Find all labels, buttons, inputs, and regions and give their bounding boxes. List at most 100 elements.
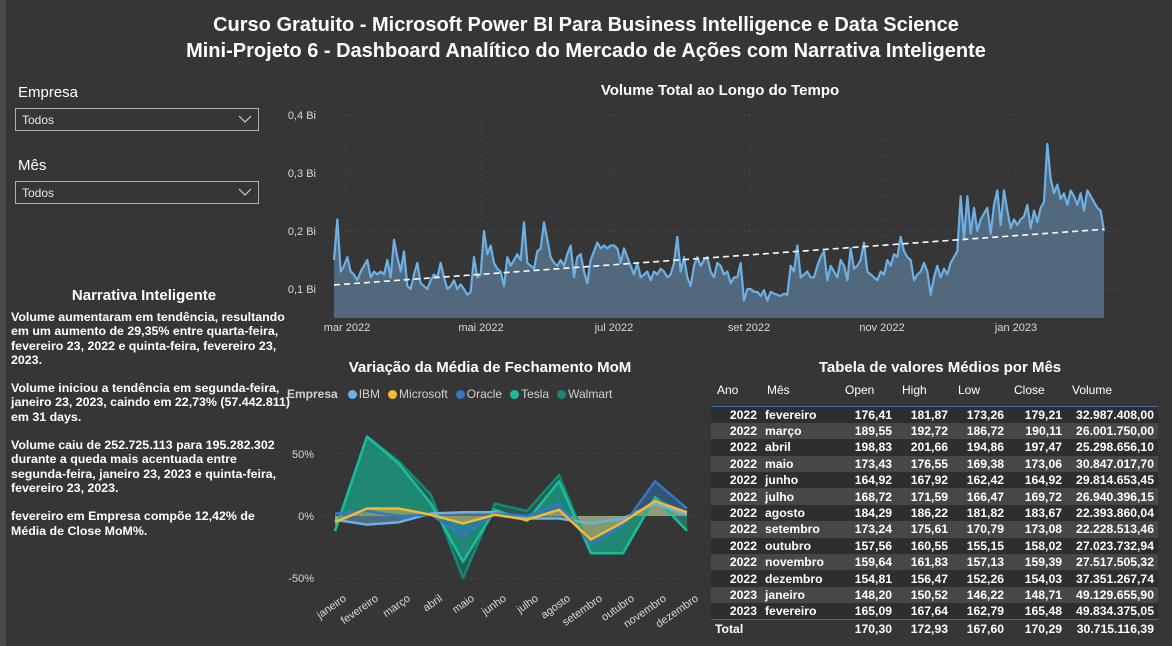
mes-filter-dropdown[interactable]: Todos <box>15 181 259 204</box>
x-tick-label: set 2022 <box>728 322 770 334</box>
table-cell-ano: 2022 <box>711 439 761 456</box>
table-cell-high: 181,87 <box>896 406 952 423</box>
table-cell-low: 169,38 <box>952 455 1008 473</box>
volume-line <box>332 142 1106 302</box>
table-cell-high: 161,83 <box>896 554 952 571</box>
column-header-close[interactable]: Close <box>1008 379 1066 407</box>
table-row[interactable]: 2022 junho 164,92 167,92 162,42 164,92 29.814.… <box>711 472 1158 489</box>
table-cell-volume: 22.393.860,04 <box>1066 504 1158 522</box>
table-cell-close: 179,21 <box>1008 406 1066 423</box>
table-cell-mes: março <box>761 422 839 440</box>
narrative-paragraph: fevereiro em Empresa compõe 12,42% de Mé… <box>11 509 255 538</box>
table-row[interactable]: 2022 novembro 159,64 161,83 157,13 159,39 27.5… <box>711 554 1158 571</box>
table-row[interactable]: 2022 fevereiro 176,41 181,87 173,26 179,21 32.… <box>711 406 1158 423</box>
legend-item-microsoft[interactable]: Microsoft <box>388 387 448 401</box>
legend-item-oracle[interactable]: Oracle <box>455 387 502 401</box>
table-cell-close: 154,03 <box>1008 570 1066 587</box>
table-row[interactable]: 2022 outubro 157,56 160,55 155,15 158,02 27.02… <box>711 537 1158 555</box>
table-cell-ano: 2022 <box>711 422 761 440</box>
table-cell-close: 169,72 <box>1008 488 1066 505</box>
column-header-low[interactable]: Low <box>952 379 1008 407</box>
y-tick-label: 0,1 Bi <box>288 284 316 296</box>
mom-legend: Empresa IBM Microsoft Oracle Tesla Walma… <box>287 387 616 401</box>
table-row[interactable]: 2023 fevereiro 165,09 167,64 162,79 165,48 49.… <box>711 603 1158 620</box>
table-cell-close: 148,71 <box>1008 586 1066 604</box>
x-tick-label: julho <box>514 593 541 617</box>
volume-area <box>334 144 1104 318</box>
table-row[interactable]: 2022 maio 173,43 176,55 169,38 173,06 30.847.0… <box>711 455 1158 473</box>
x-tick-label: mai 2022 <box>458 322 503 334</box>
table-cell-low: 155,15 <box>952 537 1008 555</box>
table-cell-low: 152,26 <box>952 570 1008 587</box>
table-cell-high: 167,92 <box>896 472 952 489</box>
empresa-filter-dropdown[interactable]: Todos <box>15 108 259 131</box>
y-tick-label: 0,4 Bi <box>288 110 316 122</box>
column-header-mes[interactable]: Mês <box>761 379 839 407</box>
table-cell-ano: 2022 <box>711 521 761 538</box>
x-tick-label: junho <box>479 593 509 619</box>
table-cell-volume: 49.129.655,90 <box>1066 586 1158 604</box>
y-tick-label: -50% <box>288 573 314 585</box>
y-tick-label: 0,2 Bi <box>288 226 316 238</box>
table-cell-open: 173,43 <box>839 455 896 473</box>
table-cell-ano: 2022 <box>711 472 761 489</box>
table-header-row: Ano Mês Open High Low Close Volume <box>711 379 1158 407</box>
table-cell-high: 171,59 <box>896 488 952 505</box>
table-row[interactable]: 2022 agosto 184,29 186,22 181,82 183,67 22.393… <box>711 504 1158 522</box>
volume-chart[interactable]: 0,1 Bi 0,2 Bi 0,3 Bi 0,4 Bi mar 2022 mai 2022… <box>280 100 1160 340</box>
chevron-down-icon <box>238 188 252 196</box>
table-cell-open: 164,92 <box>839 472 896 489</box>
empresa-filter-label: Empresa <box>18 84 79 101</box>
column-header-volume[interactable]: Volume <box>1066 379 1158 407</box>
table-cell-open: 176,41 <box>839 406 896 423</box>
narrative-paragraph: Volume caiu de 252.725.113 para 195.282.… <box>11 438 277 495</box>
table-cell-high: 201,66 <box>896 439 952 456</box>
table-cell-mes: agosto <box>761 504 839 522</box>
total-cell <box>761 619 839 638</box>
table-cell-open: 184,29 <box>839 504 896 522</box>
trend-line <box>333 228 1105 286</box>
table-cell-low: 166,47 <box>952 488 1008 505</box>
table-cell-volume: 27.023.732,94 <box>1066 537 1158 555</box>
table-cell-high: 160,55 <box>896 537 952 555</box>
table-cell-low: 194,86 <box>952 439 1008 456</box>
table-cell-low: 170,79 <box>952 521 1008 538</box>
table-cell-mes: dezembro <box>761 570 839 587</box>
table-cell-open: 148,20 <box>839 586 896 604</box>
table-cell-volume: 26.001.750,00 <box>1066 422 1158 440</box>
legend-item-tesla[interactable]: Tesla <box>510 387 549 401</box>
column-header-open[interactable]: Open <box>839 379 896 407</box>
table-cell-ano: 2022 <box>711 488 761 505</box>
table-cell-ano: 2023 <box>711 603 761 620</box>
table-cell-low: 186,72 <box>952 422 1008 440</box>
table-cell-ano: 2022 <box>711 537 761 555</box>
column-header-high[interactable]: High <box>896 379 952 407</box>
mes-filter-label: Mês <box>18 157 47 174</box>
total-cell: Total <box>711 619 761 638</box>
table-cell-volume: 27.517.505,32 <box>1066 554 1158 571</box>
legend-dot-icon <box>557 389 567 399</box>
table-cell-ano: 2022 <box>711 455 761 473</box>
legend-item-walmart[interactable]: Walmart <box>557 387 612 401</box>
table-row[interactable]: 2022 julho 168,72 171,59 166,47 169,72 26.940.… <box>711 488 1158 505</box>
table-cell-ano: 2022 <box>711 406 761 423</box>
column-header-ano[interactable]: Ano <box>711 379 761 407</box>
table-cell-open: 198,83 <box>839 439 896 456</box>
table-row[interactable]: 2022 março 189,55 192,72 186,72 190,11 26.001.… <box>711 422 1158 440</box>
legend-dot-icon <box>347 389 357 399</box>
table-row[interactable]: 2023 janeiro 148,20 150,52 146,22 148,71 49.12… <box>711 586 1158 604</box>
table-row[interactable]: 2022 dezembro 154,81 156,47 152,26 154,03 37.3… <box>711 570 1158 587</box>
legend-item-ibm[interactable]: IBM <box>347 387 380 401</box>
legend-dot-icon <box>388 389 398 399</box>
table-row[interactable]: 2022 setembro 173,24 175,61 170,79 173,08 22.2… <box>711 521 1158 538</box>
table-cell-ano: 2022 <box>711 504 761 522</box>
table-row[interactable]: 2022 abril 198,83 201,66 194,86 197,47 25.298.… <box>711 439 1158 456</box>
dashboard-subtitle: Mini-Projeto 6 - Dashboard Analítico do … <box>186 40 986 62</box>
table-cell-high: 167,64 <box>896 603 952 620</box>
volume-chart-title: Volume Total ao Longo do Tempo <box>600 82 840 99</box>
table-cell-high: 186,22 <box>896 504 952 522</box>
table-title: Tabela de valores Médios por Mês <box>818 359 1062 376</box>
series-area-oracle <box>335 481 687 545</box>
table-cell-close: 159,39 <box>1008 554 1066 571</box>
